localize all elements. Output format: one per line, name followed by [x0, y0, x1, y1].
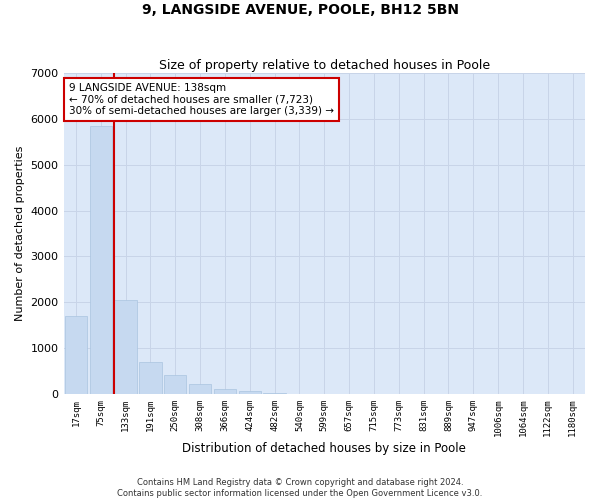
Bar [115, 300, 137, 394]
Y-axis label: Number of detached properties: Number of detached properties [15, 146, 25, 322]
Bar [214, 389, 236, 394]
X-axis label: Distribution of detached houses by size in Poole: Distribution of detached houses by size … [182, 442, 466, 455]
Title: Size of property relative to detached houses in Poole: Size of property relative to detached ho… [159, 59, 490, 72]
Bar [89, 126, 112, 394]
Text: Contains HM Land Registry data © Crown copyright and database right 2024.
Contai: Contains HM Land Registry data © Crown c… [118, 478, 482, 498]
Bar [189, 384, 211, 394]
Bar [239, 391, 261, 394]
Bar [65, 316, 87, 394]
Bar [139, 362, 161, 394]
Text: 9, LANGSIDE AVENUE, POOLE, BH12 5BN: 9, LANGSIDE AVENUE, POOLE, BH12 5BN [142, 2, 458, 16]
Bar [263, 392, 286, 394]
Bar [164, 374, 187, 394]
Text: 9 LANGSIDE AVENUE: 138sqm
← 70% of detached houses are smaller (7,723)
30% of se: 9 LANGSIDE AVENUE: 138sqm ← 70% of detac… [69, 83, 334, 116]
